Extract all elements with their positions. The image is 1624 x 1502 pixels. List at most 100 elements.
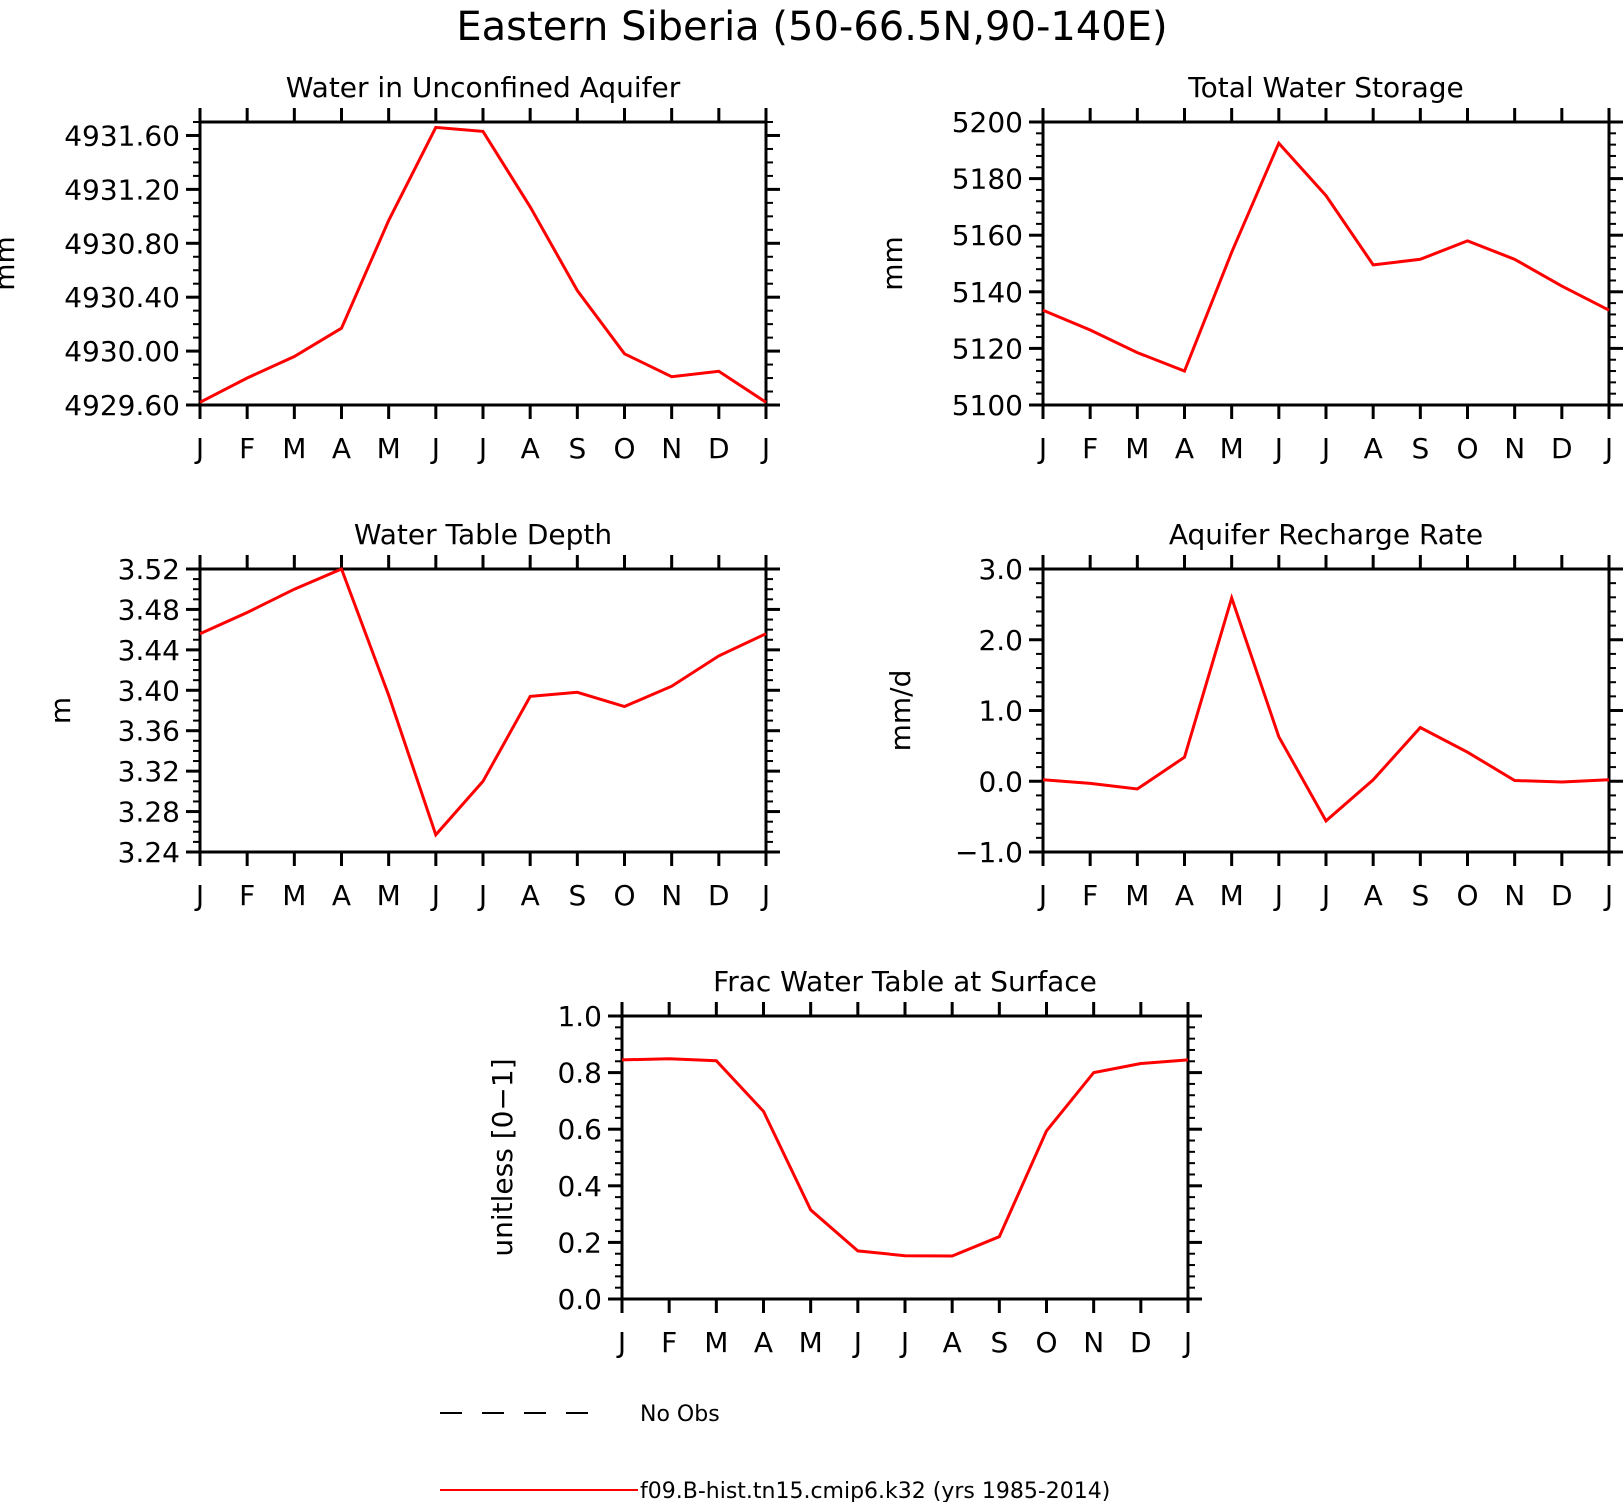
x-tick-label: J [1320, 432, 1330, 465]
y-axis-label: mm [876, 236, 909, 291]
y-tick-label: 3.0 [978, 553, 1023, 586]
chart-panels: Water in Unconfined Aquifer 4929.60 4930.0… [0, 71, 1623, 1359]
y-tick-label: 3.48 [118, 593, 180, 626]
x-tick-label: A [332, 432, 351, 465]
y-tick-label: 3.44 [118, 634, 180, 667]
y-tick-label: 5100 [952, 389, 1023, 422]
x-tick-label: M [282, 432, 306, 465]
plot-frame [198, 567, 768, 854]
x-tick-label: J [477, 432, 487, 465]
x-tick-label: M [377, 432, 401, 465]
chart-panel-3: Water Table Depth 3.24 3.28 3.32 3.36 3.40 3.4… [44, 518, 780, 912]
y-axis-label: unitless [0−1] [486, 1058, 519, 1256]
x-tick-label: D [708, 879, 730, 912]
x-tick-label: A [754, 1326, 773, 1359]
panel-title: Water in Unconfined Aquifer [286, 71, 681, 104]
panel-title: Water Table Depth [354, 518, 612, 551]
x-tick-label: J [194, 879, 204, 912]
x-tick-label: J [477, 879, 487, 912]
plot-frame [198, 120, 768, 407]
y-tick-label: 5180 [952, 163, 1023, 196]
x-tick-label: M [1125, 432, 1149, 465]
y-tick-label: 0.2 [557, 1226, 602, 1259]
x-tick-label: D [708, 432, 730, 465]
x-tick-label: F [239, 879, 255, 912]
x-tick-label: S [568, 432, 586, 465]
y-tick-label: 4930.40 [64, 281, 180, 314]
x-tick-label: J [852, 1326, 862, 1359]
y-tick-label: 3.40 [118, 674, 180, 707]
x-tick-label: J [1037, 879, 1047, 912]
y-axis-label: m [44, 697, 77, 724]
legend-model-label: f09.B-hist.tn15.cmip6.k32 (yrs 1985-2014… [640, 1479, 1110, 1502]
panel-title: Frac Water Table at Surface [713, 965, 1097, 998]
x-tick-label: O [1456, 432, 1478, 465]
x-tick-label: J [430, 879, 440, 912]
series-line [199, 567, 767, 838]
chart-panel-5: Frac Water Table at Surface 0.0 0.2 0.4 0.6 0… [486, 965, 1202, 1359]
series-line [199, 125, 767, 404]
series-line [621, 1057, 1189, 1258]
y-tick-label: 0.0 [978, 765, 1023, 798]
y-tick-label: 1.0 [978, 695, 1023, 728]
x-tick-label: O [613, 879, 635, 912]
x-tick-label: J [194, 432, 204, 465]
x-tick-label: M [1220, 432, 1244, 465]
x-tick-label: J [1182, 1326, 1192, 1359]
legend-no-obs-label: No Obs [640, 1402, 720, 1427]
y-tick-label: 4929.60 [64, 389, 180, 422]
x-tick-label: J [1273, 879, 1283, 912]
x-tick-label: M [799, 1326, 823, 1359]
x-tick-label: A [521, 432, 540, 465]
y-tick-label: 3.52 [118, 553, 180, 586]
x-tick-label: J [899, 1326, 909, 1359]
x-tick-label: N [661, 432, 682, 465]
x-tick-label: J [1603, 432, 1613, 465]
x-tick-label: D [1130, 1326, 1152, 1359]
y-tick-label: 4930.00 [64, 335, 180, 368]
y-tick-label: 4931.20 [64, 173, 180, 206]
x-tick-label: J [1603, 879, 1613, 912]
x-tick-label: D [1551, 432, 1573, 465]
chart-panel-2: Total Water Storage 5100 5120 5140 5160 5180 5… [876, 71, 1623, 465]
y-tick-label: 3.28 [118, 796, 180, 829]
y-tick-label: 0.4 [557, 1170, 602, 1203]
x-tick-label: S [1411, 432, 1429, 465]
x-tick-label: O [613, 432, 635, 465]
y-axis-label: mm [0, 236, 21, 291]
x-tick-label: M [1125, 879, 1149, 912]
y-tick-label: 0.6 [557, 1113, 602, 1146]
y-tick-label: 5120 [952, 332, 1023, 365]
legend: No Obs f09.B-hist.tn15.cmip6.k32 (yrs 19… [440, 1402, 1110, 1502]
y-tick-label: 4930.80 [64, 227, 180, 260]
x-tick-label: N [1504, 432, 1525, 465]
y-tick-label: 0.0 [557, 1283, 602, 1316]
y-tick-label: 5140 [952, 276, 1023, 309]
x-tick-label: F [1082, 432, 1098, 465]
chart-panel-1: Water in Unconfined Aquifer 4929.60 4930.0… [0, 71, 780, 465]
x-tick-label: A [1364, 879, 1383, 912]
series-line [1042, 593, 1610, 824]
x-tick-label: N [661, 879, 682, 912]
y-tick-label: 5200 [952, 106, 1023, 139]
x-tick-label: F [1082, 879, 1098, 912]
x-tick-label: F [661, 1326, 677, 1359]
y-tick-label: 1.0 [557, 1000, 602, 1033]
y-tick-label: 2.0 [978, 624, 1023, 657]
x-tick-label: J [760, 879, 770, 912]
y-axis-label: mm/d [884, 670, 917, 752]
x-tick-label: O [1035, 1326, 1057, 1359]
x-tick-label: M [704, 1326, 728, 1359]
x-tick-label: M [377, 879, 401, 912]
y-tick-label: 3.36 [118, 715, 180, 748]
x-tick-label: S [568, 879, 586, 912]
y-tick-label: −1.0 [955, 836, 1023, 869]
chart-panel-4: Aquifer Recharge Rate−1.00.01.02.03.0J F M… [884, 518, 1623, 912]
x-tick-label: D [1551, 879, 1573, 912]
x-tick-label: A [943, 1326, 962, 1359]
y-tick-label: 0.8 [557, 1057, 602, 1090]
x-tick-label: M [282, 879, 306, 912]
figure-title: Eastern Siberia (50-66.5N,90-140E) [456, 4, 1167, 50]
x-tick-label: M [1220, 879, 1244, 912]
